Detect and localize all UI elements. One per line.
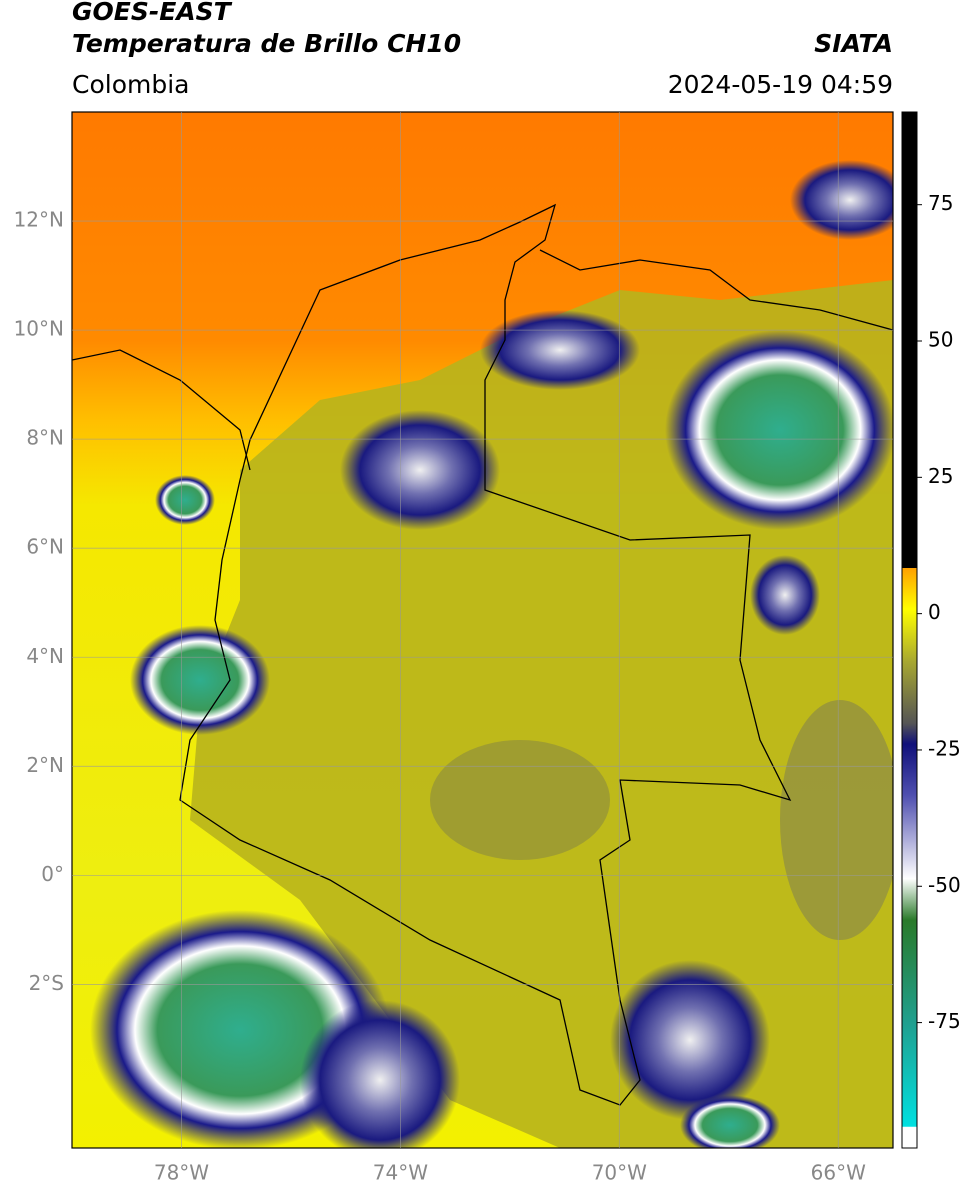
lon-tick-label: 78°W (154, 1161, 209, 1185)
colorbar-tick-label: 25 (928, 464, 953, 488)
lon-tick-label: 70°W (592, 1161, 647, 1185)
lat-tick-label: 2°S (29, 971, 64, 995)
lon-tick-label: 74°W (373, 1161, 428, 1185)
colorbar-tick-label: -25 (928, 736, 961, 760)
subtitle: Temperatura de Brillo CH10 (72, 29, 461, 58)
map-frame (71, 111, 894, 1149)
colorbar-tick-label: 0 (928, 600, 941, 624)
satellite-image (72, 112, 893, 1148)
lat-tick-label: 0° (41, 862, 64, 886)
lat-tick-label: 2°N (26, 753, 64, 777)
title: GOES-EAST (72, 0, 233, 26)
lat-tick-label: 4°N (26, 644, 64, 668)
colorbar-tick-label: -50 (928, 873, 961, 897)
lat-tick-label: 10°N (14, 317, 64, 341)
colorbar (901, 111, 918, 1149)
lat-tick-label: 8°N (26, 426, 64, 450)
source: SIATA (814, 29, 893, 58)
datetime: 2024-05-19 04:59 (668, 70, 893, 99)
lat-tick-label: 6°N (26, 535, 64, 559)
colorbar-tick-label: 75 (928, 191, 953, 215)
colorbar-tick-label: 50 (928, 328, 953, 352)
lon-tick-label: 66°W (811, 1161, 866, 1185)
colorbar-tick-label: -75 (928, 1009, 961, 1033)
region: Colombia (72, 70, 189, 99)
lat-tick-label: 12°N (14, 208, 64, 232)
